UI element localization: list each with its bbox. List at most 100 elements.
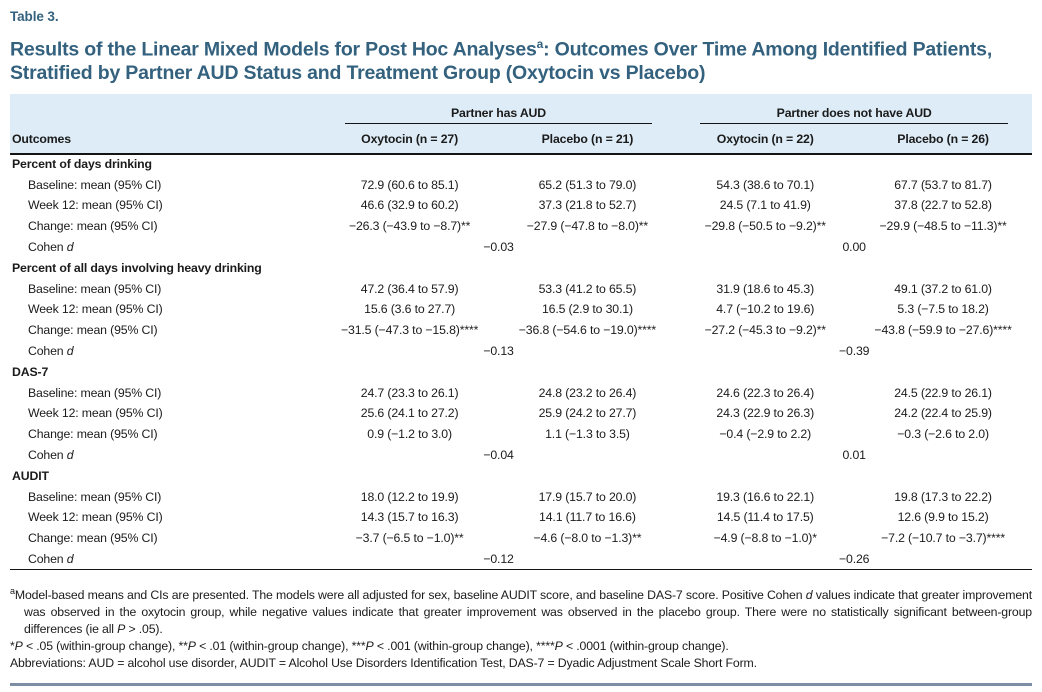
cell-value: 5.3 (−7.5 to 18.2) [897,302,989,317]
table-row: Change: mean (95% CI) −31.5 (−47.3 to −15… [10,320,1032,341]
row-label-cohen-d: Cohen d [28,448,74,463]
cell-value: −29.8 (−50.5 to −9.2)** [704,219,826,234]
table-body: Percent of days drinking Baseline: mean (… [10,154,1032,570]
cohen-d-row: Cohen d −0.04 0.01 [10,445,1032,466]
cell-value: 31.9 (18.6 to 45.3) [716,281,815,296]
cell-value: 65.2 (51.3 to 79.0) [538,177,637,192]
results-table: Partner has AUD Partner does not have AU… [10,93,1032,570]
row-label: Change: mean (95% CI) [28,531,158,546]
column-header-row: Outcomes Oxytocin (n = 27) Placebo (n = … [10,123,1032,155]
cell-value: 37.3 (21.8 to 52.7) [538,198,637,213]
group-header-spacer [10,94,321,124]
section-title: DAS-7 [12,364,49,379]
cell-value: −29.9 (−48.5 to −11.3)** [879,219,1007,234]
cohen-d-value: −0.03 [483,240,514,255]
cell-value: −4.6 (−8.0 to −1.3)** [533,531,642,546]
table-number-label: Table 3. [10,9,59,24]
group-header-label: Partner does not have AUD [700,102,1008,124]
footnote: *P < .05 (within-group change), **P < .0… [10,639,729,654]
cell-value: 18.0 (12.2 to 19.9) [360,489,459,504]
cell-value: −27.2 (−45.3 to −9.2)** [704,323,826,338]
cell-value: 19.3 (16.6 to 22.1) [716,489,815,504]
bottom-rule [10,683,1032,686]
cohen-d-value: −0.12 [320,548,677,570]
column-header-placebo-aud: Placebo (n = 21) [498,123,677,155]
cohen-d-row: Cohen d −0.03 0.00 [10,237,1032,258]
table-row: Baseline: mean (95% CI) 47.2 (36.4 to 57.… [10,278,1032,299]
cell-value: 14.5 (11.4 to 17.5) [716,510,814,525]
cell-value: 49.1 (37.2 to 61.0) [894,281,992,296]
section-header-row: Percent of days drinking [10,154,1032,175]
cell-value: 46.6 (32.9 to 60.2) [360,198,459,213]
cell-value: 24.5 (7.1 to 41.9) [719,198,811,213]
section-header-row: Percent of all days involving heavy drin… [10,257,1032,278]
group-header-partner-no-aud: Partner does not have AUD [676,94,1032,124]
column-header-oxytocin-aud: Oxytocin (n = 27) [320,123,499,155]
cell-value: −43.8 (−59.9 to −27.6)**** [874,323,1012,338]
row-label: Baseline: mean (95% CI) [28,489,162,504]
cohen-d-value: −0.13 [483,344,514,359]
table-header: Partner has AUD Partner does not have AU… [10,93,1032,155]
row-label: Week 12: mean (95% CI) [28,406,163,421]
cell-value: 37.8 (22.7 to 52.8) [894,198,992,213]
group-header-row: Partner has AUD Partner does not have AU… [10,94,1032,124]
table-row: Baseline: mean (95% CI) 72.9 (60.6 to 85.… [10,174,1032,195]
section-title: Percent of all days involving heavy drin… [12,260,262,275]
cell-value: −26.3 (−43.9 to −8.7)** [348,219,471,234]
row-label: Change: mean (95% CI) [28,427,158,442]
cell-value: 19.8 (17.3 to 22.2) [894,489,992,504]
cell-value: 24.8 (23.2 to 26.4) [538,385,637,400]
cell-value: 4.7 (−10.2 to 19.6) [716,302,815,317]
section-title: Percent of days drinking [12,157,152,172]
cell-value: 24.3 (22.9 to 26.3) [716,406,815,421]
row-label-cohen-d: Cohen d [10,548,321,570]
row-label-cohen-d: Cohen d [28,240,74,255]
cell-value: 0.9 (−1.2 to 3.0) [367,427,452,442]
table-row: Change: mean (95% CI) 0.9 (−1.2 to 3.0) 1.… [10,424,1032,445]
section-header-row: DAS-7 [10,361,1032,382]
cohen-d-row: Cohen d −0.13 −0.39 [10,341,1032,362]
row-label: Change: mean (95% CI) [28,323,158,338]
cell-value: 17.9 (15.7 to 20.0) [538,489,637,504]
cell-value: 24.6 (22.3 to 26.4) [716,385,815,400]
cell-value: −27.9 (−47.8 to −8.0)** [526,219,649,234]
cohen-d-value: 0.00 [842,240,866,255]
table-row: Week 12: mean (95% CI) 15.6 (3.6 to 27.7)… [10,299,1032,320]
cell-value: −31.5 (−47.3 to −15.8)**** [340,323,479,338]
cohen-d-value: −0.04 [483,448,514,463]
cell-value: −4.9 (−8.8 to −1.0)* [713,531,817,546]
cohen-d-value: −0.39 [838,344,870,359]
footnotes: aModel-based means and CIs are presented… [10,583,1032,672]
table-row: Week 12: mean (95% CI) 14.3 (15.7 to 16.3… [10,507,1032,528]
row-label: Baseline: mean (95% CI) [28,385,162,400]
cell-value: 24.2 (22.4 to 25.9) [894,406,992,421]
cell-value: 24.7 (23.3 to 26.1) [360,385,459,400]
section-title: AUDIT [12,468,49,483]
cell-value: 14.3 (15.7 to 16.3) [360,510,459,525]
cell-value: 16.5 (2.9 to 30.1) [541,302,633,317]
cell-value: 15.6 (3.6 to 27.7) [364,302,456,317]
cell-value: 1.1 (−1.3 to 3.5) [545,427,630,442]
cell-value: −0.4 (−2.9 to 2.2) [719,427,812,442]
cell-value: −0.3 (−2.6 to 2.0) [897,427,989,442]
table-row: Change: mean (95% CI) −3.7 (−6.5 to −1.0)… [10,528,1032,549]
group-header-label: Partner has AUD [344,102,653,124]
row-label: Baseline: mean (95% CI) [28,177,162,192]
cell-value: 47.2 (36.4 to 57.9) [360,281,459,296]
cohen-d-row: Cohen d −0.12 −0.26 [10,548,1032,570]
footnote: aModel-based means and CIs are presented… [10,585,1032,637]
column-header-outcomes: Outcomes [10,123,321,155]
group-header-partner-has-aud: Partner has AUD [321,94,677,124]
cohen-d-value: 0.01 [842,448,866,463]
cell-value: 72.9 (60.6 to 85.1) [360,177,459,192]
row-label-cohen-d: Cohen d [28,344,74,359]
table-row: Week 12: mean (95% CI) 46.6 (32.9 to 60.2… [10,195,1032,216]
cell-value: 25.6 (24.1 to 27.2) [360,406,459,421]
table-row: Week 12: mean (95% CI) 25.6 (24.1 to 27.2… [10,403,1032,424]
cell-value: 67.7 (53.7 to 81.7) [894,177,992,192]
table-title: Results of the Linear Mixed Models for P… [10,37,993,84]
cell-value: 25.9 (24.2 to 27.7) [538,406,637,421]
cohen-d-value: −0.26 [676,548,1032,570]
cell-value: 53.3 (41.2 to 65.5) [538,281,637,296]
